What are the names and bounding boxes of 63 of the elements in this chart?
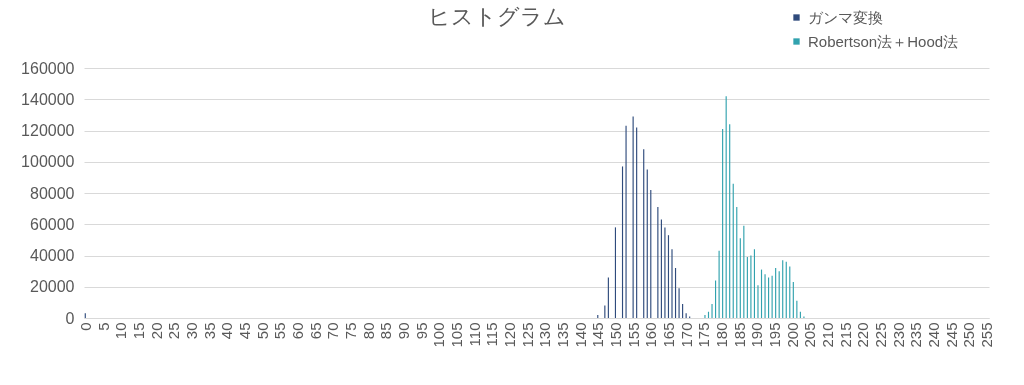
x-tick-label: 215 [836, 322, 854, 348]
x-tick-label: 125 [518, 322, 536, 348]
x-tick-label: 220 [854, 322, 872, 348]
x-tick-label: 0 [76, 322, 94, 331]
legend-label: ガンマ変換 [808, 8, 883, 26]
x-tick-label: 230 [889, 322, 907, 348]
x-tick-label: 245 [942, 322, 960, 348]
x-tick-label: 60 [288, 322, 306, 340]
x-tick-label: 145 [589, 322, 607, 348]
x-tick-label: 150 [607, 322, 625, 348]
x-tick-label: 175 [695, 322, 713, 348]
x-tick-label: 165 [660, 322, 678, 348]
x-tick-label: 15 [129, 322, 147, 340]
x-tick-label: 110 [465, 322, 483, 347]
x-tick-label: 250 [960, 322, 978, 348]
x-tick-label: 130 [536, 322, 554, 348]
x-tick-label: 240 [925, 322, 943, 348]
x-tick-label: 10 [112, 322, 130, 340]
x-tick-label: 50 [253, 322, 271, 340]
x-tick-label: 5 [94, 322, 112, 331]
x-tick-label: 225 [872, 322, 890, 348]
x-tick-label: 200 [783, 322, 801, 348]
x-tick-label: 180 [713, 322, 731, 348]
x-tick-label: 85 [377, 322, 395, 340]
x-tick-label: 40 [218, 322, 236, 340]
y-tick-label: 160000 [21, 59, 75, 77]
chart-title: ヒストグラム [427, 4, 566, 29]
x-tick-label: 205 [801, 322, 819, 348]
x-tick-label: 195 [766, 322, 784, 348]
x-tick-label: 170 [677, 322, 695, 348]
x-tick-label: 140 [571, 322, 589, 348]
y-tick-label: 80000 [30, 184, 75, 202]
x-tick-label: 65 [306, 322, 324, 340]
x-tick-label: 185 [730, 322, 748, 348]
y-tick-label: 40000 [30, 247, 75, 264]
x-tick-label: 25 [165, 322, 183, 340]
x-tick-label: 190 [748, 322, 766, 348]
x-tick-label: 95 [412, 322, 430, 340]
x-tick-label: 75 [341, 322, 359, 340]
x-tick-label: 35 [200, 322, 218, 340]
y-tick-label: 60000 [30, 215, 75, 233]
x-tick-label: 255 [978, 322, 996, 348]
y-tick-label: 140000 [21, 90, 75, 108]
x-tick-label: 210 [819, 322, 837, 348]
x-tick-label: 45 [235, 322, 253, 340]
x-tick-label: 235 [907, 322, 925, 348]
x-tick-label: 105 [447, 322, 465, 348]
x-tick-label: 90 [394, 322, 412, 340]
y-tick-label: 20000 [30, 278, 75, 296]
y-tick-label: 120000 [21, 122, 75, 139]
x-tick-label: 80 [359, 322, 377, 340]
x-tick-label: 100 [430, 322, 448, 348]
x-tick-label: 30 [182, 322, 200, 340]
x-tick-label: 70 [324, 322, 342, 340]
x-tick-label: 115 [483, 322, 501, 347]
x-tick-label: 155 [624, 322, 642, 348]
x-tick-label: 120 [500, 322, 518, 348]
legend-label: Robertson法＋Hood法 [808, 32, 959, 50]
x-tick-label: 160 [642, 322, 660, 348]
x-tick-label: 20 [147, 322, 165, 340]
x-tick-label: 55 [271, 322, 289, 340]
x-tick-label: 135 [554, 322, 572, 348]
y-tick-label: 100000 [21, 153, 75, 171]
